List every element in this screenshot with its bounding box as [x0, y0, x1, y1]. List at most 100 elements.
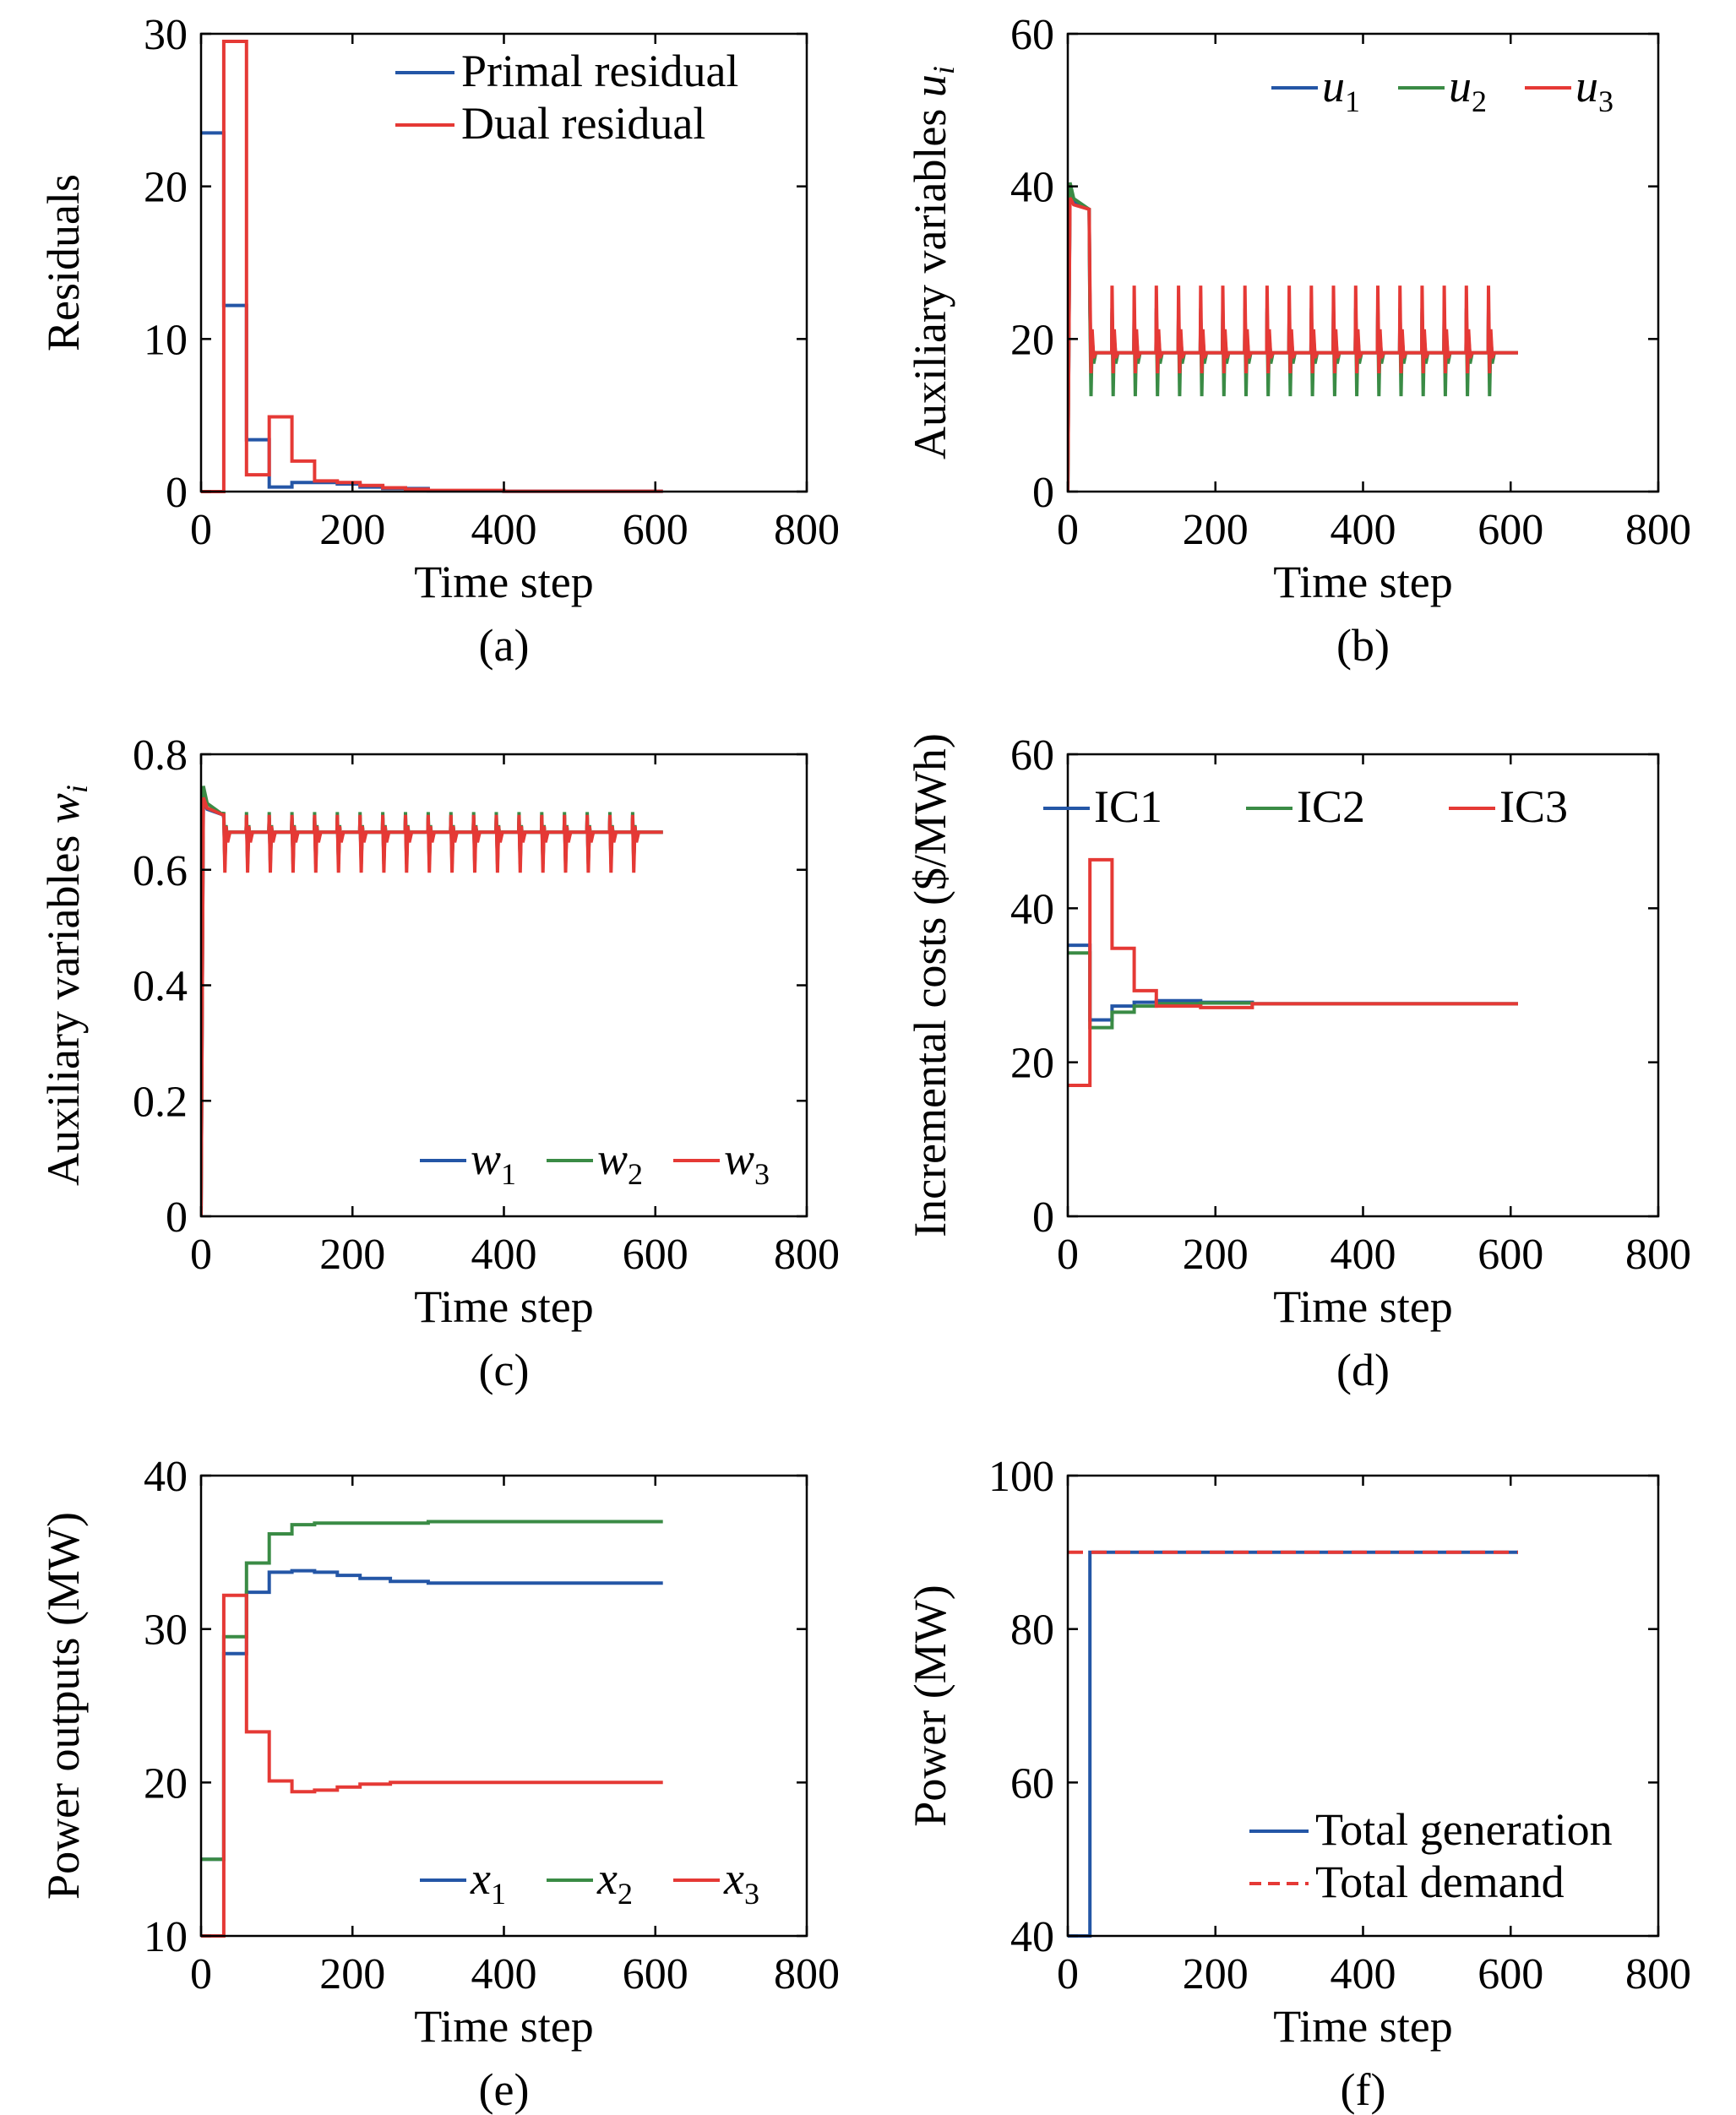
legend-label: w1: [471, 1134, 516, 1191]
y-axis-label-text: Residuals: [38, 174, 89, 351]
x-tick-label: 400: [1331, 506, 1396, 554]
legend-label: Primal residual: [461, 46, 738, 96]
y-tick-label: 0: [166, 469, 188, 517]
y-tick-label: 60: [1010, 731, 1054, 780]
y-axis-label-text: Incremental costs ($/MWh): [905, 733, 955, 1237]
legend-sub: 2: [618, 1877, 633, 1911]
y-tick-label: 0: [1032, 1193, 1054, 1242]
y-tick-label: 40: [1010, 1913, 1054, 1961]
x-tick-label: 0: [190, 1950, 212, 1998]
x-tick-label: 200: [319, 506, 385, 554]
legend-sub: 1: [491, 1877, 506, 1911]
legend-sub: 1: [501, 1157, 516, 1191]
legend-label: IC1: [1094, 781, 1162, 832]
series-line-b-3: [1068, 197, 1518, 492]
legend-sub: 2: [628, 1157, 643, 1191]
legend: w1 w2 w3: [420, 1134, 770, 1191]
y-axis-label-text: Auxiliary variables: [905, 97, 955, 459]
x-tick-label: 600: [623, 506, 688, 554]
legend-sub: 3: [754, 1157, 770, 1191]
y-tick-label: 10: [144, 1913, 188, 1961]
x-tick-label: 800: [774, 1950, 840, 1998]
x-axis-label: Time step: [414, 2001, 594, 2052]
panel-caption: (c): [479, 1345, 530, 1395]
panel-c: 0 200 400 600 800 0 0.2 0.4 0.6 0.8 Time step Auxil…: [38, 731, 840, 1395]
legend-name: w: [597, 1134, 628, 1184]
x-tick-label: 200: [1183, 1950, 1249, 1998]
x-tick-label: 800: [1625, 1231, 1691, 1279]
legend-label: x1: [470, 1853, 506, 1911]
legend-name: x: [470, 1853, 491, 1904]
panel-caption: (f): [1341, 2064, 1386, 2115]
panel-f: 0 200 400 600 800 40 60 80 100 Time step Power (MW…: [905, 1453, 1691, 2115]
legend-label: u1: [1322, 61, 1360, 118]
legend-name: u: [1449, 61, 1472, 111]
x-axis-label: Time step: [1273, 1281, 1453, 1332]
y-tick-label: 40: [1010, 885, 1054, 933]
y-tick-label: 0: [1032, 469, 1054, 517]
y-axis-label-text: Auxiliary variables: [38, 824, 89, 1186]
y-tick-label: 20: [144, 1759, 188, 1808]
y-axis-label: Auxiliary variables wi: [38, 785, 94, 1186]
y-axis-label-text: Power outputs (MW): [38, 1512, 89, 1900]
x-tick-label: 0: [190, 506, 212, 554]
legend-sub: 3: [1598, 84, 1614, 118]
x-tick-label: 600: [623, 1950, 688, 1998]
legend-name: w: [724, 1134, 754, 1184]
x-tick-label: 200: [319, 1231, 385, 1279]
legend-label: Total generation: [1315, 1804, 1613, 1855]
y-tick-label: 0: [166, 1193, 188, 1242]
series-line-e-3: [201, 1593, 663, 1938]
x-tick-label: 400: [471, 1950, 537, 1998]
x-tick-label: 800: [774, 506, 840, 554]
x-tick-label: 200: [1183, 506, 1249, 554]
legend-label: IC2: [1297, 781, 1365, 832]
y-axis-label: Incremental costs ($/MWh): [905, 733, 955, 1237]
x-tick-label: 600: [1478, 1950, 1543, 1998]
series-line-e-2: [201, 1520, 663, 1862]
y-tick-label: 0.2: [133, 1078, 188, 1126]
y-tick-label: 0.6: [133, 847, 188, 895]
legend-name: u: [1575, 61, 1598, 111]
y-tick-label: 20: [1010, 1040, 1054, 1088]
series-line-d-3: [1068, 857, 1518, 1087]
plot-frame: [199, 1474, 808, 1938]
panel-caption: (b): [1336, 620, 1390, 671]
y-tick-label: 10: [144, 316, 188, 364]
x-tick-label: 200: [319, 1950, 385, 1998]
plot-frame: [1066, 32, 1660, 493]
panel-caption: (e): [479, 2064, 530, 2115]
x-tick-label: 800: [1625, 506, 1691, 554]
legend-sub: 3: [744, 1877, 759, 1911]
x-tick-label: 400: [471, 506, 537, 554]
legend-sub: 1: [1345, 84, 1360, 118]
y-axis-label: Residuals: [38, 174, 89, 351]
legend-name: IC3: [1499, 781, 1568, 832]
legend-label: u3: [1575, 61, 1614, 118]
legend: x1 x2 x 3: [420, 1853, 759, 1911]
legend-label: u2: [1449, 61, 1487, 118]
legend-name: IC1: [1094, 781, 1162, 832]
y-axis-label-var: u: [905, 74, 955, 97]
x-tick-label: 600: [1478, 1231, 1543, 1279]
y-tick-label: 20: [1010, 316, 1054, 364]
legend-label: x2: [596, 1853, 633, 1911]
x-axis-label: Time step: [1273, 557, 1453, 607]
x-axis-label: Time step: [414, 1281, 594, 1332]
x-tick-label: 200: [1183, 1231, 1249, 1279]
x-tick-label: 0: [190, 1231, 212, 1279]
panel-b: 0 200 400 600 800 0 20 40 60 Time step Auxiliary v…: [905, 11, 1691, 671]
x-tick-label: 800: [1625, 1950, 1691, 1998]
y-tick-label: 40: [1010, 164, 1054, 212]
y-tick-label: 80: [1010, 1607, 1054, 1655]
series-line-e-1: [201, 1569, 663, 1862]
y-tick-label: 40: [144, 1453, 188, 1501]
y-tick-label: 30: [144, 1607, 188, 1655]
y-tick-label: 100: [988, 1453, 1054, 1501]
panel-caption: (d): [1336, 1345, 1390, 1395]
legend-label: Dual residual: [461, 98, 705, 149]
x-tick-label: 600: [1478, 506, 1543, 554]
x-tick-label: 0: [1057, 1231, 1079, 1279]
